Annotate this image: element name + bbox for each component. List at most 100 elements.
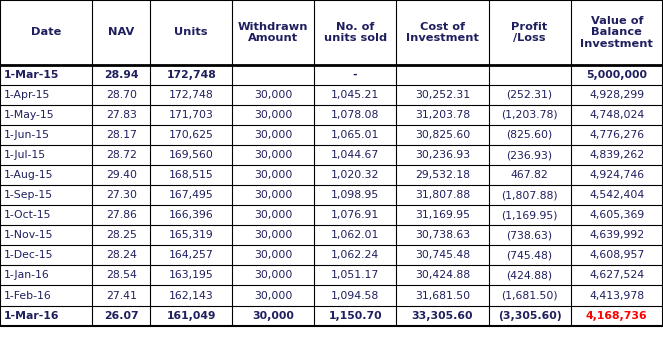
Text: 1-Feb-16: 1-Feb-16: [3, 290, 51, 300]
Text: 30,252.31: 30,252.31: [415, 90, 470, 100]
Text: 172,748: 172,748: [169, 90, 213, 100]
Text: 28.70: 28.70: [106, 90, 137, 100]
Text: 28.24: 28.24: [106, 250, 137, 260]
Text: 1-Mar-16: 1-Mar-16: [3, 311, 59, 320]
Text: Withdrawn
Amount: Withdrawn Amount: [238, 22, 308, 43]
Text: 1,094.58: 1,094.58: [331, 290, 379, 300]
Text: (1,807.88): (1,807.88): [501, 190, 558, 200]
Text: 4,839,262: 4,839,262: [589, 150, 644, 160]
Text: Units: Units: [174, 27, 208, 37]
Text: 4,748,024: 4,748,024: [589, 110, 644, 120]
Text: 4,608,957: 4,608,957: [589, 250, 644, 260]
Text: 30,000: 30,000: [254, 90, 292, 100]
Text: (252.31): (252.31): [507, 90, 553, 100]
Text: 27.86: 27.86: [106, 210, 137, 220]
Text: 31,169.95: 31,169.95: [415, 210, 470, 220]
Text: 30,000: 30,000: [254, 150, 292, 160]
Text: 161,049: 161,049: [166, 311, 216, 320]
Text: 171,703: 171,703: [169, 110, 213, 120]
Text: 5,000,000: 5,000,000: [586, 70, 647, 80]
Text: 30,745.48: 30,745.48: [415, 250, 470, 260]
Text: 1-Oct-15: 1-Oct-15: [3, 210, 51, 220]
Text: -: -: [353, 70, 357, 80]
Text: 4,168,736: 4,168,736: [586, 311, 648, 320]
Text: 30,000: 30,000: [254, 290, 292, 300]
Text: 27.83: 27.83: [106, 110, 137, 120]
Text: 1,150.70: 1,150.70: [328, 311, 382, 320]
Text: 169,560: 169,560: [169, 150, 213, 160]
Text: (1,681.50): (1,681.50): [501, 290, 558, 300]
Text: 1,044.67: 1,044.67: [331, 150, 379, 160]
Text: NAV: NAV: [108, 27, 135, 37]
Text: 30,424.88: 30,424.88: [415, 270, 470, 281]
Text: 1-Jul-15: 1-Jul-15: [3, 150, 46, 160]
Text: (745.48): (745.48): [507, 250, 553, 260]
Text: 1,062.24: 1,062.24: [331, 250, 379, 260]
Text: 29,532.18: 29,532.18: [415, 170, 470, 180]
Text: 28.72: 28.72: [106, 150, 137, 160]
Text: 33,305.60: 33,305.60: [412, 311, 473, 320]
Text: Value of
Balance
Investment: Value of Balance Investment: [580, 16, 653, 49]
Text: 4,924,746: 4,924,746: [589, 170, 644, 180]
Text: (1,203.78): (1,203.78): [501, 110, 558, 120]
Text: 31,807.88: 31,807.88: [415, 190, 470, 200]
Text: 1-Mar-15: 1-Mar-15: [3, 70, 59, 80]
Text: 30,000: 30,000: [254, 210, 292, 220]
Text: 1,062.01: 1,062.01: [331, 230, 379, 240]
Text: 1,076.91: 1,076.91: [331, 210, 379, 220]
Text: 1,098.95: 1,098.95: [331, 190, 379, 200]
Text: 30,000: 30,000: [252, 311, 294, 320]
Text: 1-Jan-16: 1-Jan-16: [3, 270, 49, 281]
Text: 30,000: 30,000: [254, 190, 292, 200]
Text: (3,305.60): (3,305.60): [498, 311, 562, 320]
Text: 1-May-15: 1-May-15: [3, 110, 54, 120]
Text: 28.54: 28.54: [106, 270, 137, 281]
Text: 30,000: 30,000: [254, 230, 292, 240]
Text: 168,515: 168,515: [169, 170, 213, 180]
Text: Profit
/Loss: Profit /Loss: [511, 22, 548, 43]
Text: 165,319: 165,319: [169, 230, 213, 240]
Text: 167,495: 167,495: [169, 190, 213, 200]
Text: 164,257: 164,257: [169, 250, 213, 260]
Text: 28.94: 28.94: [104, 70, 139, 80]
Text: 1-Aug-15: 1-Aug-15: [3, 170, 53, 180]
Text: (236.93): (236.93): [507, 150, 553, 160]
Text: 170,625: 170,625: [169, 130, 213, 140]
Text: 467.82: 467.82: [511, 170, 548, 180]
Text: 1-Nov-15: 1-Nov-15: [3, 230, 53, 240]
Text: 172,748: 172,748: [166, 70, 216, 80]
Text: 162,143: 162,143: [169, 290, 213, 300]
Text: 1-Sep-15: 1-Sep-15: [3, 190, 52, 200]
Text: (424.88): (424.88): [507, 270, 553, 281]
Text: 30,825.60: 30,825.60: [415, 130, 470, 140]
Text: 4,928,299: 4,928,299: [589, 90, 644, 100]
Text: 1-Dec-15: 1-Dec-15: [3, 250, 53, 260]
Text: 28.25: 28.25: [106, 230, 137, 240]
Text: 4,639,992: 4,639,992: [589, 230, 644, 240]
Text: 4,413,978: 4,413,978: [589, 290, 644, 300]
Text: 30,000: 30,000: [254, 270, 292, 281]
Text: (1,169.95): (1,169.95): [501, 210, 558, 220]
Text: 1,078.08: 1,078.08: [331, 110, 379, 120]
Text: 30,738.63: 30,738.63: [415, 230, 470, 240]
Text: 1-Apr-15: 1-Apr-15: [3, 90, 50, 100]
Text: 1-Jun-15: 1-Jun-15: [3, 130, 49, 140]
Text: 27.41: 27.41: [106, 290, 137, 300]
Text: 4,627,524: 4,627,524: [589, 270, 644, 281]
Text: 1,045.21: 1,045.21: [331, 90, 379, 100]
Text: 163,195: 163,195: [169, 270, 213, 281]
Text: 31,203.78: 31,203.78: [415, 110, 470, 120]
Text: 29.40: 29.40: [106, 170, 137, 180]
Text: 26.07: 26.07: [104, 311, 139, 320]
Text: (825.60): (825.60): [507, 130, 553, 140]
Text: 31,681.50: 31,681.50: [415, 290, 470, 300]
Text: 30,000: 30,000: [254, 130, 292, 140]
Text: 4,776,276: 4,776,276: [589, 130, 644, 140]
Text: 1,051.17: 1,051.17: [331, 270, 379, 281]
Text: Date: Date: [31, 27, 62, 37]
Text: 27.30: 27.30: [106, 190, 137, 200]
Text: 1,020.32: 1,020.32: [331, 170, 379, 180]
Text: 166,396: 166,396: [169, 210, 213, 220]
Text: (738.63): (738.63): [507, 230, 553, 240]
Text: 30,000: 30,000: [254, 110, 292, 120]
